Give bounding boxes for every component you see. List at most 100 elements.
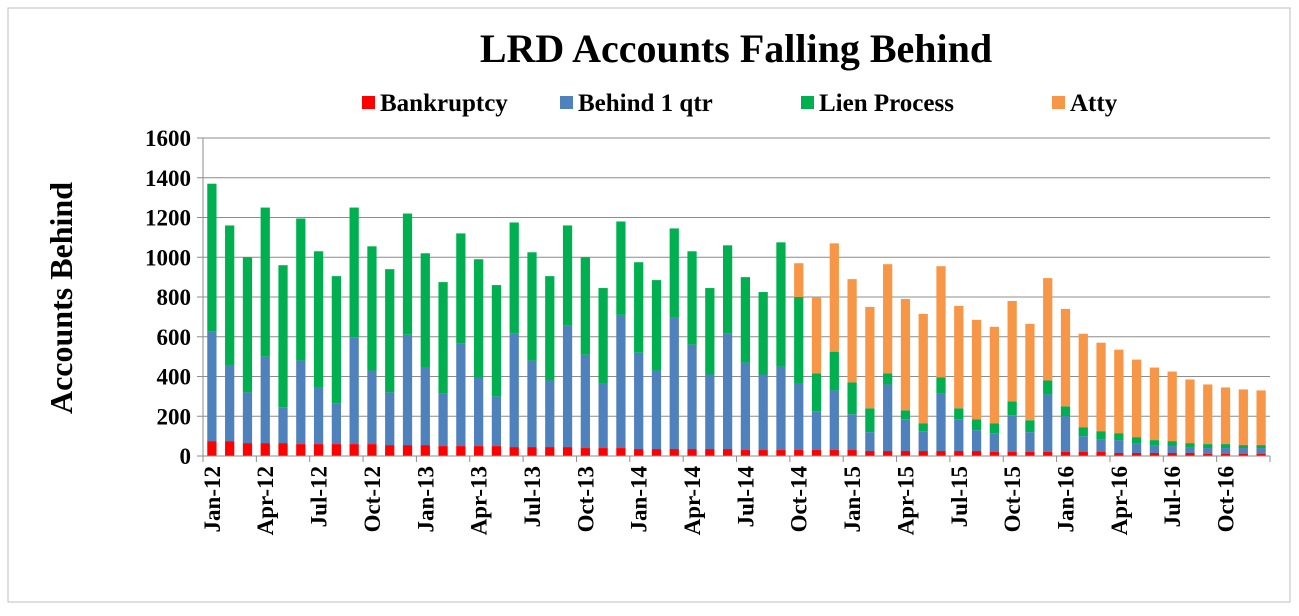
bar-segment: [758, 450, 768, 456]
bar-segment: [865, 432, 875, 452]
bar-segment: [1238, 454, 1248, 456]
bar-segment: [865, 408, 875, 433]
bar-segment: [580, 448, 590, 456]
bar-segment: [883, 373, 893, 385]
bar-segment: [847, 414, 857, 451]
bar-segment: [1185, 379, 1195, 444]
bar-segment: [562, 225, 573, 326]
bar-segment: [669, 228, 679, 318]
bar-segment: [971, 430, 982, 452]
bar-segment: [936, 266, 946, 378]
bar-segment: [1220, 444, 1231, 449]
bar-segment: [616, 448, 626, 456]
bar-segment: [1203, 384, 1213, 445]
x-tick-label: Oct-14: [787, 466, 812, 533]
bar-segment: [1007, 300, 1017, 402]
bar-segment: [1256, 454, 1266, 456]
bar-segment: [1167, 453, 1177, 456]
y-tick-label: 800: [157, 285, 192, 310]
bar-segment: [776, 242, 786, 367]
bar-segment: [989, 452, 999, 456]
bar-segment: [385, 269, 395, 393]
bar-segment: [687, 449, 697, 456]
bar-segment: [722, 333, 733, 450]
bar-segment: [349, 444, 359, 456]
bar-segment: [313, 251, 324, 388]
bar-segment: [847, 279, 857, 383]
bar-segment: [1220, 454, 1231, 456]
bar-segment: [402, 334, 413, 446]
bar-segment: [936, 377, 946, 394]
bar-segment: [1203, 454, 1213, 456]
bar-segment: [527, 447, 537, 456]
x-tick-label: Apr-14: [680, 466, 705, 536]
bar-segment: [1060, 452, 1071, 456]
bar-segment: [225, 441, 235, 456]
bar-segment: [616, 221, 626, 315]
bar-segment: [936, 393, 946, 452]
bar-segment: [545, 380, 555, 448]
bar-segment: [1114, 349, 1124, 434]
bar-segment: [1096, 439, 1106, 453]
bar-segment: [865, 306, 875, 409]
bar-segment: [545, 276, 555, 381]
bar-segment: [545, 447, 555, 456]
bar-segment: [634, 352, 644, 450]
bar-segment: [669, 317, 679, 450]
bar-segment: [705, 449, 715, 456]
bar-segment: [474, 446, 484, 456]
bar-segment: [1167, 441, 1177, 447]
bar-segment: [883, 451, 893, 456]
bar-segment: [1007, 401, 1017, 416]
y-tick-label: 1000: [145, 245, 191, 270]
bar-segment: [1078, 436, 1088, 453]
bar-segment: [1078, 333, 1088, 428]
bar-segment: [562, 447, 573, 456]
bar-segment: [740, 362, 751, 451]
bar-segment: [438, 393, 448, 447]
bar-segment: [758, 374, 768, 451]
bar-segment: [865, 451, 875, 456]
bar-segment: [971, 319, 982, 420]
x-tick-label: Apr-13: [467, 466, 492, 535]
bar-segment: [651, 449, 662, 456]
bar-segment: [207, 183, 217, 332]
bar-segment: [260, 356, 270, 444]
bar-segment: [687, 251, 697, 345]
x-tick-label: Jan-13: [413, 466, 438, 532]
x-tick-label: Oct-16: [1214, 466, 1239, 532]
bar-segment: [954, 451, 964, 456]
y-tick-label: 1400: [145, 166, 191, 191]
bar-segment: [811, 411, 822, 451]
bar-segment: [1043, 278, 1053, 381]
bar-segment: [1096, 452, 1106, 456]
x-tick-label: Jul-15: [947, 466, 972, 527]
bar-segment: [385, 392, 395, 446]
bar-segment: [296, 360, 306, 445]
bar-segment: [651, 370, 662, 450]
bar-segment: [1185, 453, 1195, 456]
bar-segment: [989, 433, 999, 453]
bar-segment: [313, 387, 324, 445]
bar-segment: [580, 354, 590, 449]
bar-segment: [1149, 445, 1160, 454]
bar-segment: [794, 450, 804, 456]
legend-swatch: [362, 96, 375, 109]
bar-segment: [509, 222, 519, 334]
bar-segment: [794, 263, 804, 297]
bar-segment: [705, 374, 715, 450]
bar-segment: [527, 360, 537, 448]
bar-segment: [1114, 453, 1124, 456]
bar-segment: [242, 392, 253, 444]
bar-segment: [918, 451, 928, 456]
x-tick-label: Jan-12: [200, 466, 225, 532]
bar-segment: [1078, 452, 1088, 456]
bar-segment: [794, 297, 804, 384]
x-tick-label: Jan-14: [627, 466, 652, 533]
bar-segment: [296, 218, 306, 361]
bar-segment: [722, 449, 733, 456]
bar-segment: [1043, 452, 1053, 456]
x-tick-label: Jan-16: [1053, 466, 1078, 532]
bar-segment: [1132, 453, 1142, 456]
bar-segment: [207, 331, 217, 442]
